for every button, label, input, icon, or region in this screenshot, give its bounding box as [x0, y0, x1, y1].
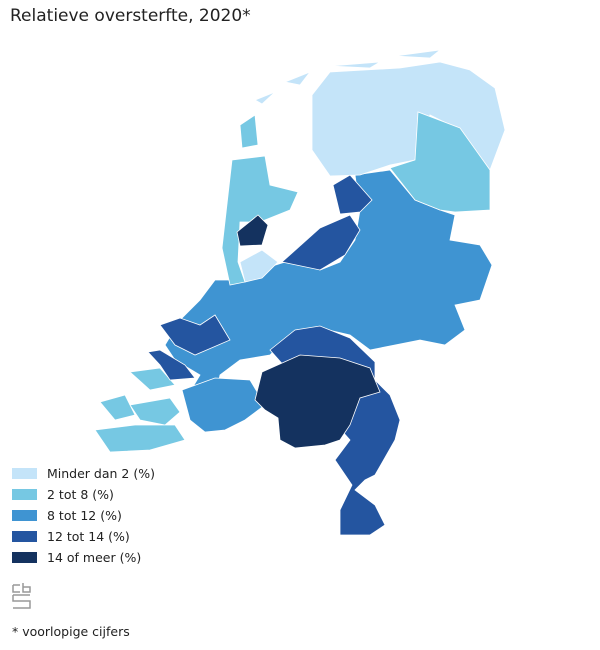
region-minder-dan-2[interactable]	[254, 49, 442, 105]
region-14-of-meer[interactable]	[236, 214, 269, 247]
legend-label: 14 of meer (%)	[47, 550, 142, 565]
legend-swatch	[12, 531, 37, 542]
legend-swatch	[12, 552, 37, 563]
legend-swatch	[12, 510, 37, 521]
region-12-14[interactable]	[147, 349, 196, 381]
legend-label: Minder dan 2 (%)	[47, 466, 155, 481]
region-14-of-meer[interactable]	[254, 354, 381, 449]
region-8-12[interactable]	[181, 377, 266, 433]
map-title: Relatieve oversterfte, 2020*	[10, 6, 251, 26]
legend-swatch	[12, 489, 37, 500]
footnote: * voorlopige cijfers	[12, 624, 130, 639]
region-2-8[interactable]	[389, 111, 491, 213]
region-12-14[interactable]	[159, 314, 231, 356]
legend-item: 12 tot 14 (%)	[12, 529, 130, 544]
legend-swatch	[12, 468, 37, 479]
legend-item: Minder dan 2 (%)	[12, 466, 155, 481]
legend-label: 8 tot 12 (%)	[47, 508, 122, 523]
legend-item: 2 tot 8 (%)	[12, 487, 114, 502]
region-2-8[interactable]	[94, 367, 186, 453]
legend-label: 2 tot 8 (%)	[47, 487, 114, 502]
region-12-14[interactable]	[281, 214, 361, 271]
legend-label: 12 tot 14 (%)	[47, 529, 130, 544]
cbs-logo-icon	[12, 583, 31, 609]
legend-item: 14 of meer (%)	[12, 550, 141, 565]
legend-item: 8 tot 12 (%)	[12, 508, 122, 523]
region-2-8[interactable]	[239, 114, 259, 149]
region-12-14[interactable]	[332, 174, 373, 215]
